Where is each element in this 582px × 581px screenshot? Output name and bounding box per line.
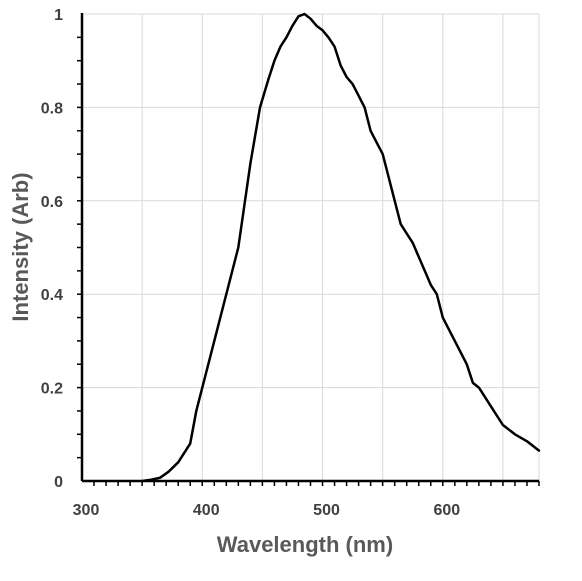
minor-ticks <box>77 36 540 486</box>
x-tick-label: 400 <box>193 502 220 519</box>
y-tick-label: 0 <box>54 474 63 491</box>
x-tick-labels: 300 400 500 600 <box>73 502 461 519</box>
x-tick-label: 300 <box>73 502 100 519</box>
y-axis-title: Intensity (Arb) <box>8 172 33 321</box>
y-tick-label: 1 <box>54 7 63 24</box>
y-tick-label: 0.6 <box>41 194 63 211</box>
y-tick-labels: 0 0.2 0.4 0.6 0.8 1 <box>41 7 63 491</box>
y-tick-label: 0.8 <box>41 100 63 117</box>
x-tick-label: 500 <box>313 502 340 519</box>
y-tick-label: 0.4 <box>41 287 63 304</box>
x-axis-title: Wavelength (nm) <box>217 532 393 557</box>
y-tick-label: 0.2 <box>41 381 63 398</box>
axes <box>80 13 539 483</box>
series-line <box>140 12 541 483</box>
gridlines <box>82 13 540 481</box>
series-group <box>140 12 541 483</box>
x-tick-label: 600 <box>433 502 460 519</box>
